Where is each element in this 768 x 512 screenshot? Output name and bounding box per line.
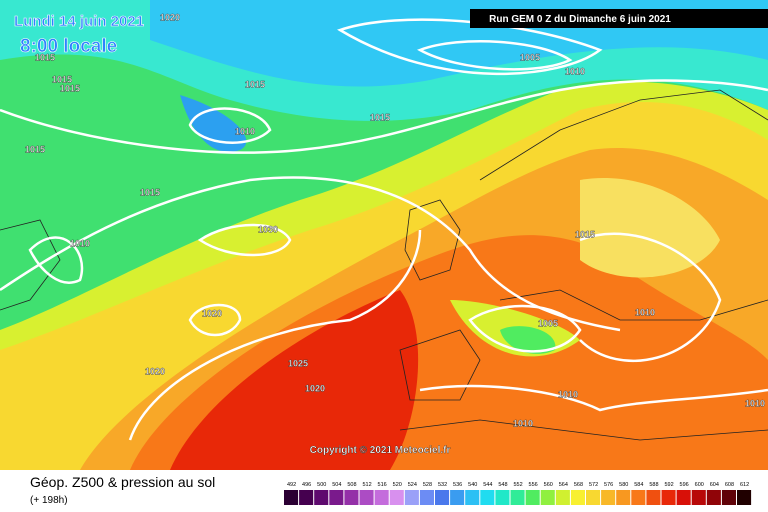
- isobar-label: 1010: [565, 66, 585, 76]
- scale-label: 520: [393, 482, 402, 488]
- isobar-label: 1010: [558, 389, 578, 399]
- scale-label: 584: [634, 482, 643, 488]
- run-info: Run GEM 0 Z du Dimanche 6 juin 2021: [489, 14, 671, 25]
- isobar-label: 1015: [25, 144, 45, 154]
- isobar-labels: 1020 1015 1015 1015 1015 1010 1015 1015 …: [25, 12, 765, 428]
- scale-swatch: [570, 490, 585, 505]
- isobar-label: 1015: [60, 83, 80, 93]
- scale-swatch: [284, 490, 299, 505]
- isobar-label: 1015: [245, 79, 265, 89]
- scale-label: 600: [695, 482, 704, 488]
- scale-swatch: [359, 490, 374, 505]
- isobar-label: 1020: [305, 383, 325, 393]
- isobar-label: 1010: [745, 398, 765, 408]
- isobar-label: 1010: [635, 307, 655, 317]
- isobar-label: 1025: [288, 358, 308, 368]
- scale-swatch: [586, 490, 601, 505]
- scale-label: 556: [529, 482, 538, 488]
- footer-title: Géop. Z500 & pression au sol: [30, 474, 215, 490]
- scale-swatch: [435, 490, 450, 505]
- scale-swatch: [495, 490, 510, 505]
- scale-label: 536: [453, 482, 462, 488]
- scale-swatch: [555, 490, 570, 505]
- isobar-label: 1010: [235, 126, 255, 136]
- scale-swatch: [706, 490, 721, 505]
- scale-label: 612: [740, 482, 749, 488]
- isobar-label: 1015: [370, 112, 390, 122]
- scale-label: 496: [302, 482, 311, 488]
- scale-label: 580: [619, 482, 628, 488]
- date: Lundi 14 juin 2021: [14, 13, 144, 30]
- lead-time: (+ 198h): [30, 495, 68, 506]
- scale-swatch: [646, 490, 661, 505]
- scale-swatch: [691, 490, 706, 505]
- scale-label: 560: [544, 482, 553, 488]
- scale-swatch: [314, 490, 329, 505]
- scale-swatch: [329, 490, 344, 505]
- scale-label: 500: [317, 482, 326, 488]
- isobar-label: 1005: [538, 318, 558, 328]
- scale-label: 544: [483, 482, 492, 488]
- z500-field: [0, 0, 768, 470]
- scale-label: 504: [332, 482, 341, 488]
- scale-swatch: [721, 490, 736, 505]
- scale-label: 588: [649, 482, 658, 488]
- isobar-label: 1020: [145, 366, 165, 376]
- scale-label: 604: [710, 482, 719, 488]
- scale-label: 548: [498, 482, 507, 488]
- scale-swatch: [344, 490, 359, 505]
- time: 8:00 locale: [20, 36, 117, 57]
- scale-label: 576: [604, 482, 613, 488]
- scale-swatch: [465, 490, 480, 505]
- scale-swatch: [389, 490, 404, 505]
- scale-label: 492: [287, 482, 296, 488]
- scale-label: 608: [725, 482, 734, 488]
- scale-swatch: [419, 490, 434, 505]
- scale-label: 524: [408, 482, 417, 488]
- scale-swatch: [676, 490, 691, 505]
- scale-swatch: [404, 490, 419, 505]
- scale-label: 596: [680, 482, 689, 488]
- scale-label: 528: [423, 482, 432, 488]
- scale-label: 516: [378, 482, 387, 488]
- scale-label: 552: [513, 482, 522, 488]
- scale-swatch: [450, 490, 465, 505]
- scale-label: 564: [559, 482, 568, 488]
- scale-swatch: [601, 490, 616, 505]
- coastlines: [0, 89, 768, 441]
- isobar-label: 1015: [575, 229, 595, 239]
- scale-label: 592: [664, 482, 673, 488]
- scale-label: 568: [574, 482, 583, 488]
- copyright: Copyright © 2021 Meteociel.fr: [310, 445, 451, 456]
- isobar-label: 1020: [202, 308, 222, 318]
- scale-swatch: [616, 490, 631, 505]
- isobar-label: 1015: [52, 74, 72, 84]
- isobar-label: 1005: [520, 52, 540, 62]
- scale-swatch: [510, 490, 525, 505]
- isobar-label: 1010: [70, 238, 90, 248]
- run-bar: [470, 9, 768, 28]
- scale-swatch: [299, 490, 314, 505]
- scale-label: 512: [362, 482, 371, 488]
- isobar-label: 1015: [35, 52, 55, 62]
- color-scale: 492 496 500 504 508 512 516 520 524 528 532 536 540 5…: [284, 482, 752, 505]
- isobar-label: 1030: [258, 224, 278, 234]
- isobar-label: 1010: [513, 418, 533, 428]
- scale-label: 532: [438, 482, 447, 488]
- scale-swatch: [480, 490, 495, 505]
- scale-swatch: [374, 490, 389, 505]
- scale-label: 540: [468, 482, 477, 488]
- isobar-label: 1020: [160, 12, 180, 22]
- scale-swatch: [525, 490, 540, 505]
- isobars: [0, 18, 768, 441]
- scale-swatch: [540, 490, 555, 505]
- scale-swatch: [631, 490, 646, 505]
- scale-label: 572: [589, 482, 598, 488]
- scale-swatch: [661, 490, 676, 505]
- scale-label: 508: [347, 482, 356, 488]
- isobar-label: 1015: [140, 187, 160, 197]
- scale-swatch: [737, 490, 752, 505]
